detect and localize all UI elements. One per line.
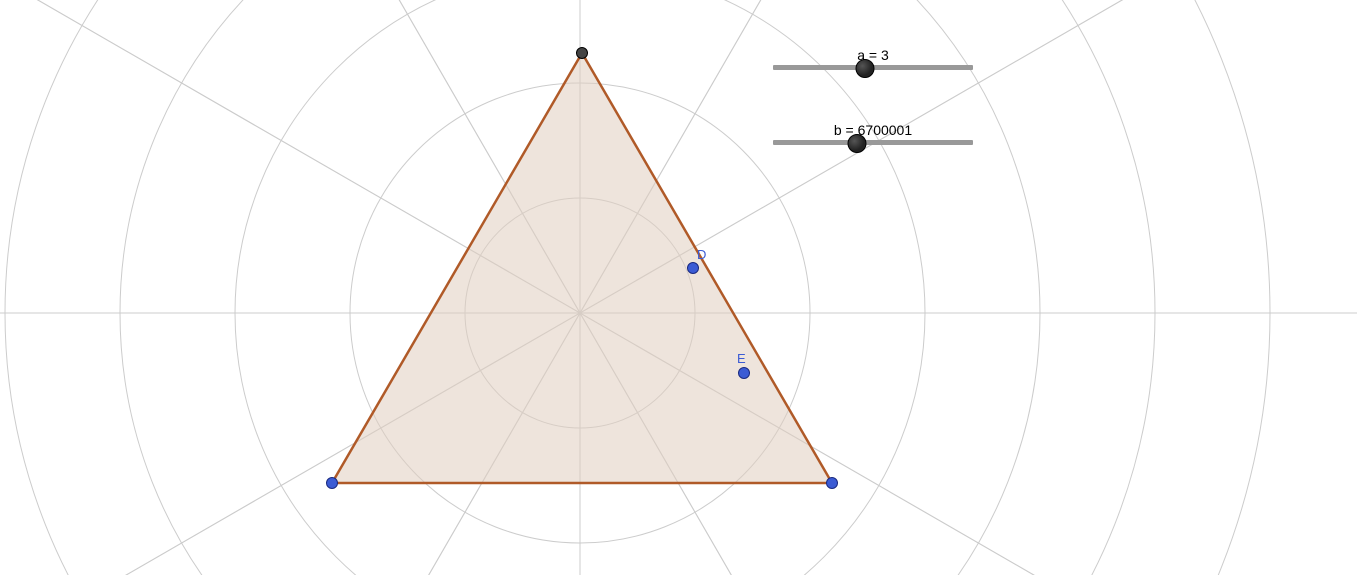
slider-a-thumb[interactable] [856,59,875,78]
point-d-label: D [697,247,706,262]
point-e[interactable] [739,368,750,379]
slider-a-label: a = 3 [773,47,973,63]
slider-b-label: b = 6700001 [773,122,973,138]
slider-b-thumb[interactable] [848,134,867,153]
left-vertex[interactable] [327,478,338,489]
slider-b-track[interactable] [773,140,973,145]
point-d[interactable] [688,263,699,274]
right-vertex[interactable] [827,478,838,489]
top-vertex[interactable] [577,48,588,59]
geometry-canvas[interactable] [0,0,1357,575]
point-e-label: E [737,351,746,366]
